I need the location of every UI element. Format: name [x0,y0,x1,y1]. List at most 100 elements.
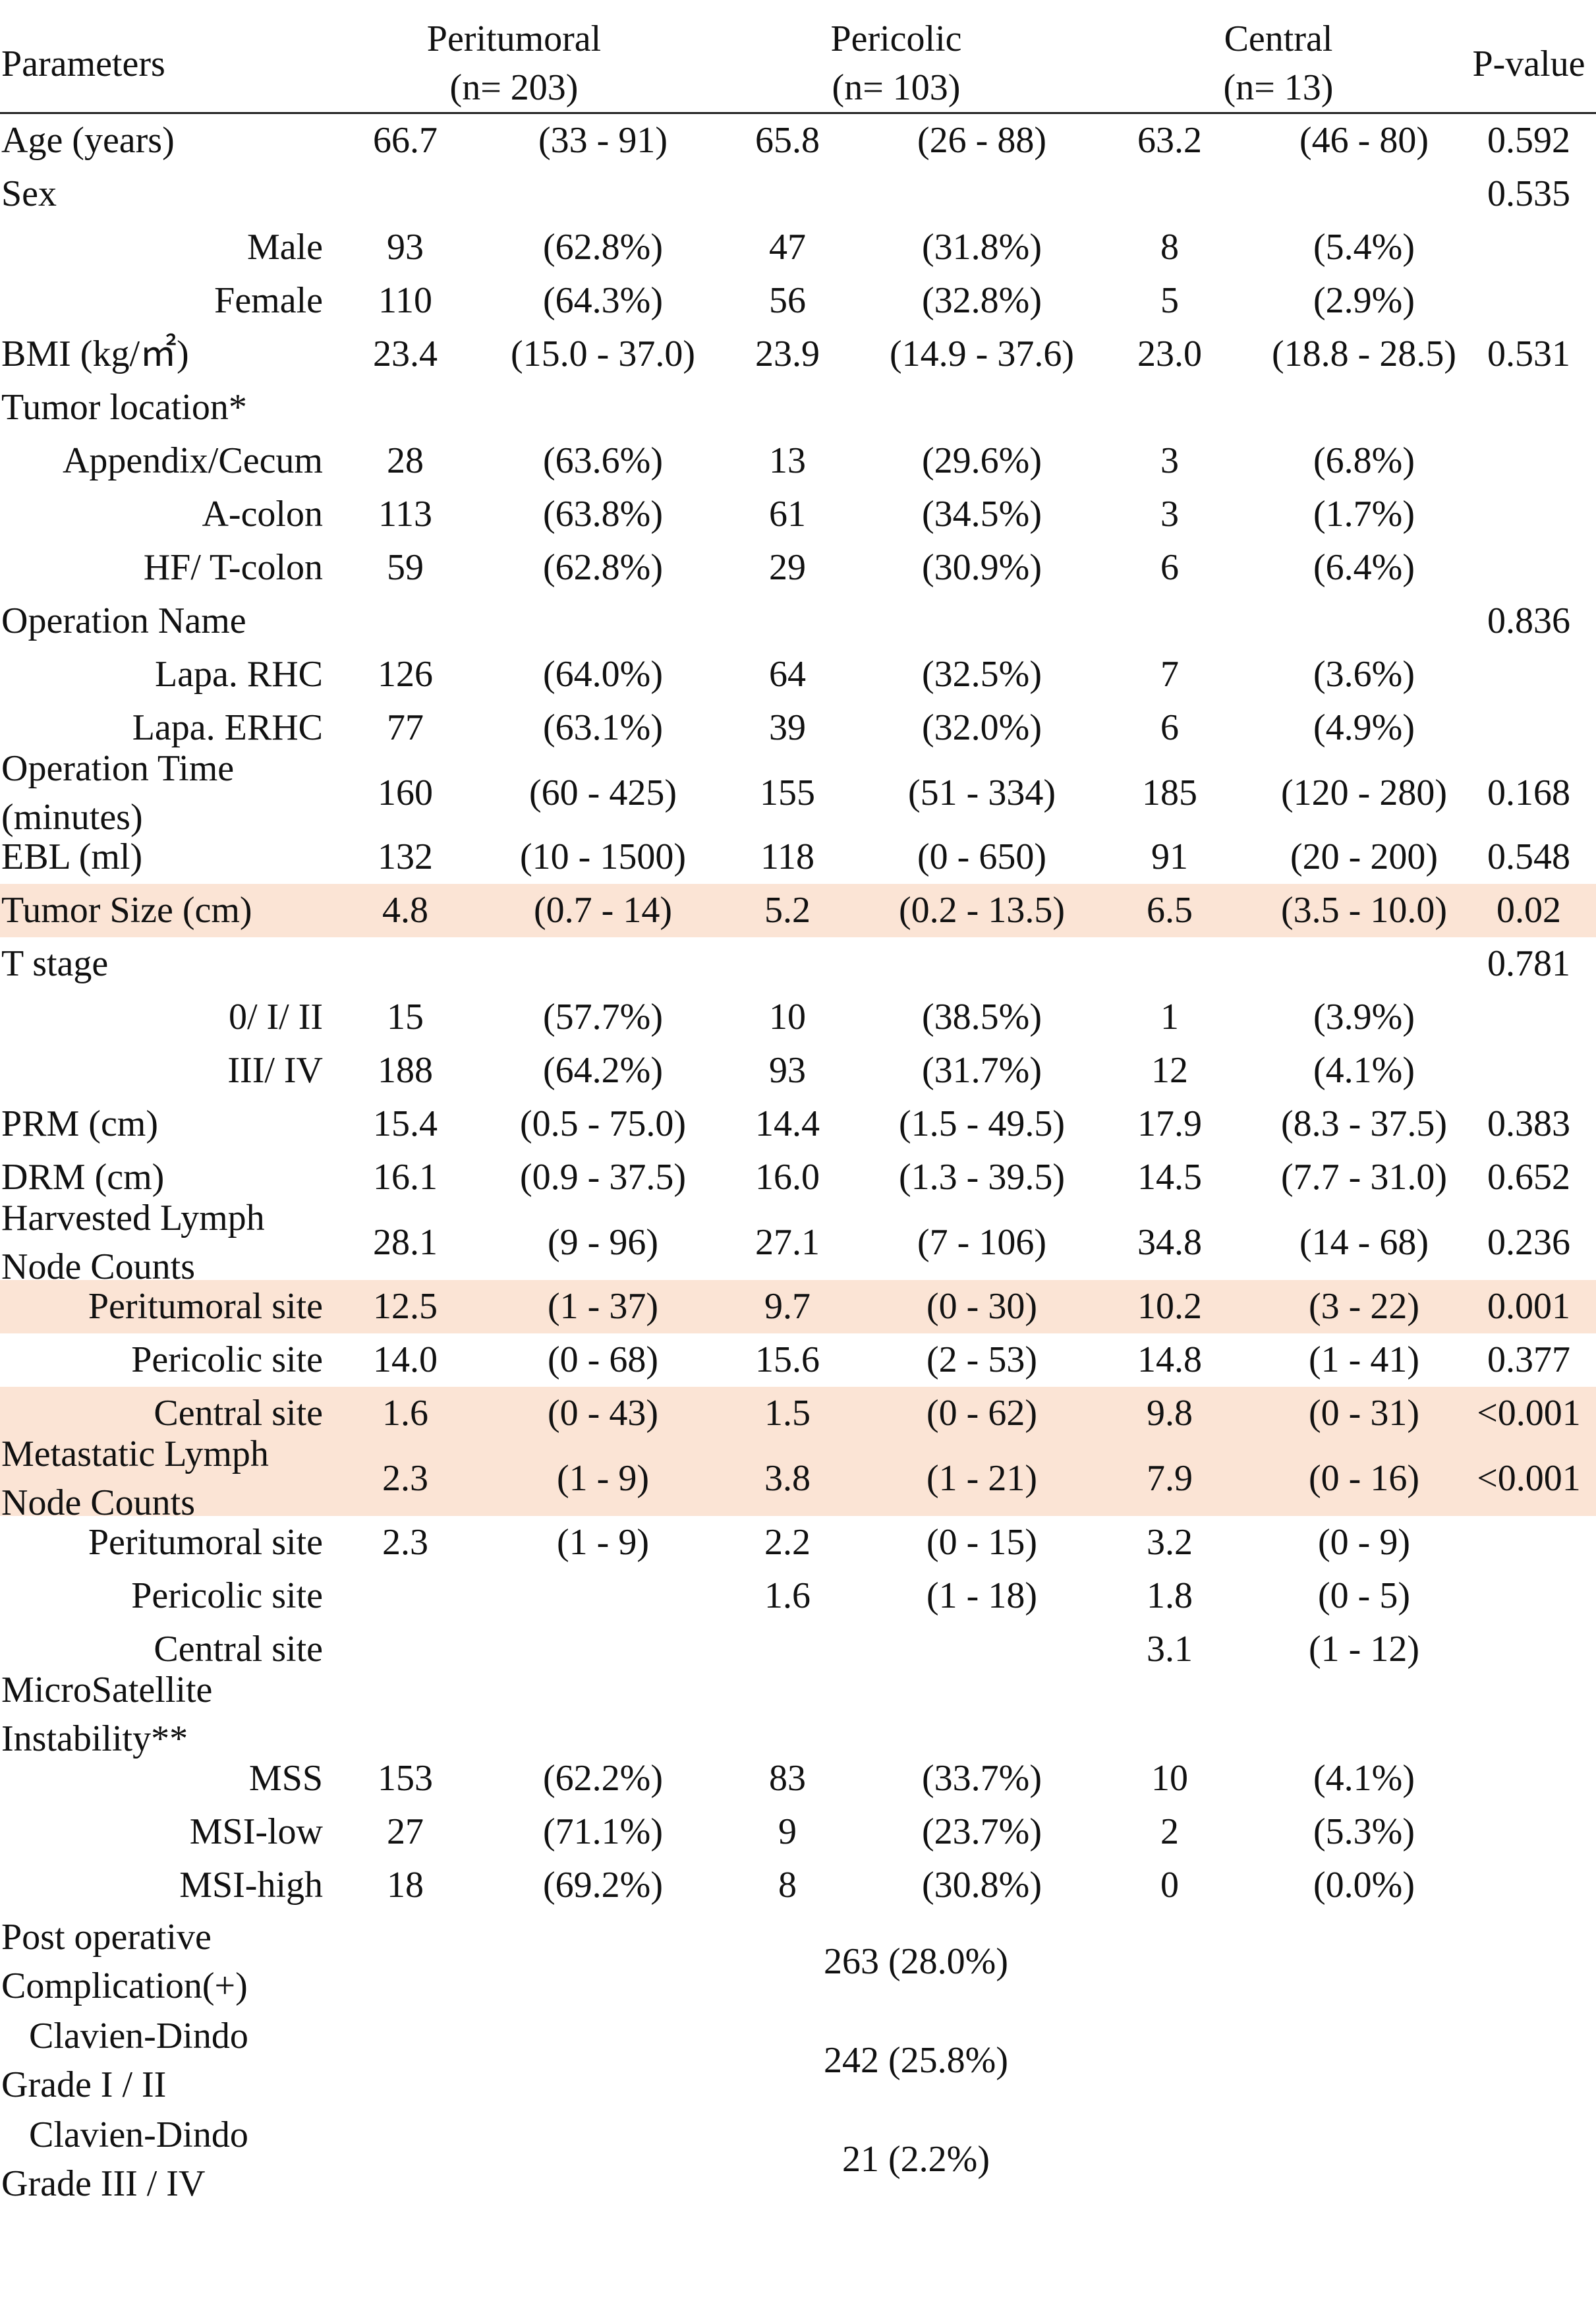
table-row: MSS 153 (62.2%) 83 (33.7%) 10 (4.1%) [0,1752,1596,1805]
central-range: (0 - 9) [1318,1522,1410,1563]
table-row: Clavien-Dindo Grade I / II 242 (25.8%) [0,2011,1596,2110]
peritumoral-value: 132 [378,836,433,877]
pericolic-range: (31.8%) [922,227,1042,268]
peritumoral-value: 16.1 [373,1157,438,1198]
peritumoral-value: 66.7 [373,120,438,161]
pericolic-value: 8 [778,1865,797,1906]
central-range: (3.6%) [1313,654,1415,695]
table-row: Central site 3.1 (1 - 12) [0,1623,1596,1676]
row-label: A-colon [202,494,323,535]
central-value: 3 [1160,494,1179,535]
pericolic-range: (0.2 - 13.5) [899,890,1065,931]
table-row: T stage 0.781 [0,937,1596,991]
pericolic-range: (32.0%) [922,707,1042,748]
peritumoral-range: (1 - 9) [557,1522,649,1563]
pericolic-value: 16.0 [755,1157,820,1198]
pericolic-range: (7 - 106) [917,1221,1046,1263]
row-label: MSI-low [189,1811,323,1852]
row-label: Appendix/Cecum [62,440,323,481]
central-value: 6.5 [1147,890,1193,931]
central-range: (0.0%) [1313,1865,1415,1906]
table-row: Operation Time (minutes) 160 (60 - 425) 155 (… [0,748,1596,838]
pericolic-range: (31.7%) [922,1050,1042,1091]
header-parameters: Parameters [1,44,165,84]
central-value: 1.8 [1147,1575,1193,1616]
peritumoral-range: (1 - 9) [557,1457,649,1499]
central-range: (3 - 22) [1309,1286,1419,1327]
central-value: 17.9 [1137,1103,1202,1144]
table-row: Clavien-Dindo Grade III / IV 21 (2.2%) [0,2110,1596,2209]
pericolic-value: 15.6 [755,1339,820,1380]
row-label: PRM (cm) [1,1103,158,1144]
row-label: HF/ T-colon [143,547,323,588]
header-group-peritumoral: Peritumoral (n= 203) [343,15,685,112]
central-value: 6 [1160,547,1179,588]
pericolic-range: (23.7%) [922,1811,1042,1852]
table-row: EBL (ml) 132 (10 - 1500) 118 (0 - 650) 91 (20 … [0,830,1596,884]
central-range: (8.3 - 37.5) [1281,1103,1447,1144]
pericolic-value: 1.5 [764,1393,811,1434]
row-label: Tumor Size (cm) [1,890,252,931]
peritumoral-range: (0 - 43) [548,1393,658,1434]
row-label: MSS [248,1758,323,1799]
row-label: DRM (cm) [1,1157,165,1198]
pericolic-value: 65.8 [755,120,820,161]
peritumoral-range: (10 - 1500) [520,836,686,877]
peritumoral-value: 28 [387,440,424,481]
table-row: BMI (kg/㎡) 23.4 (15.0 - 37.0) 23.9 (14.9 - 3… [0,328,1596,381]
row-label-line2: Complication(+) [1,1966,248,2006]
pericolic-range: (1.5 - 49.5) [899,1103,1065,1144]
peritumoral-value: 23.4 [373,334,438,374]
row-label: Pericolic site [131,1575,323,1616]
central-range: (1 - 41) [1309,1339,1419,1380]
row-label: Central site [154,1629,323,1670]
peritumoral-value: 188 [378,1050,433,1091]
central-range: (7.7 - 31.0) [1281,1157,1447,1198]
table-row: Post operative Complication(+) 263 (28.0%) [0,1912,1596,2011]
pericolic-range: (32.8%) [922,280,1042,321]
peritumoral-range: (64.3%) [543,280,663,321]
central-value: 3.2 [1147,1522,1193,1563]
row-label-line1: Harvested Lymph [1,1197,265,1238]
central-value: 9.8 [1147,1393,1193,1434]
pericolic-value: 118 [760,836,814,877]
peritumoral-value: 15 [387,997,424,1037]
pericolic-range: (38.5%) [922,997,1042,1037]
peritumoral-range: (63.1%) [543,707,663,748]
row-label: Age (years) [1,120,175,161]
central-value: 6 [1160,707,1179,748]
peritumoral-value: 2.3 [382,1522,428,1563]
table-row: Pericolic site 14.0 (0 - 68) 15.6 (2 - 53) 14… [0,1333,1596,1387]
central-value: 23.0 [1137,334,1202,374]
central-range: (120 - 280) [1281,772,1447,813]
pericolic-range: (1.3 - 39.5) [899,1157,1065,1198]
row-label: Pericolic site [131,1339,323,1380]
peritumoral-range: (0 - 68) [548,1339,658,1380]
central-range: (20 - 200) [1290,836,1438,877]
pericolic-value: 56 [769,280,806,321]
p-value: 0.592 [1487,120,1570,161]
row-label: Lapa. ERHC [132,707,323,748]
row-label: MicroSatellite Instability** [1,1670,331,1759]
p-value: 0.168 [1487,772,1570,813]
p-value: 0.836 [1487,600,1570,641]
row-label: Lapa. RHC [154,654,323,695]
central-value: 3.1 [1147,1629,1193,1670]
table-row: MSI-high 18 (69.2%) 8 (30.8%) 0 (0.0%) [0,1859,1596,1912]
pericolic-range: (26 - 88) [917,120,1046,161]
central-range: (4.1%) [1313,1050,1415,1091]
pericolic-value: 27.1 [755,1221,820,1263]
pericolic-range: (33.7%) [922,1758,1042,1799]
peritumoral-range: (9 - 96) [548,1221,658,1263]
table-body: Age (years) 66.7 (33 - 91) 65.8 (26 - 88) 63.… [0,114,1596,2209]
p-value: 0.535 [1487,173,1570,214]
pericolic-range: (30.8%) [922,1865,1042,1906]
peritumoral-range: (64.2%) [543,1050,663,1091]
pericolic-value: 1.6 [764,1575,811,1616]
table-row: Sex 0.535 [0,167,1596,221]
pericolic-value: 3.8 [764,1457,811,1499]
row-label: Central site [154,1393,323,1434]
peritumoral-range: (0.5 - 75.0) [520,1103,686,1144]
pericolic-value: 47 [769,227,806,268]
peritumoral-value: 4.8 [382,890,428,931]
